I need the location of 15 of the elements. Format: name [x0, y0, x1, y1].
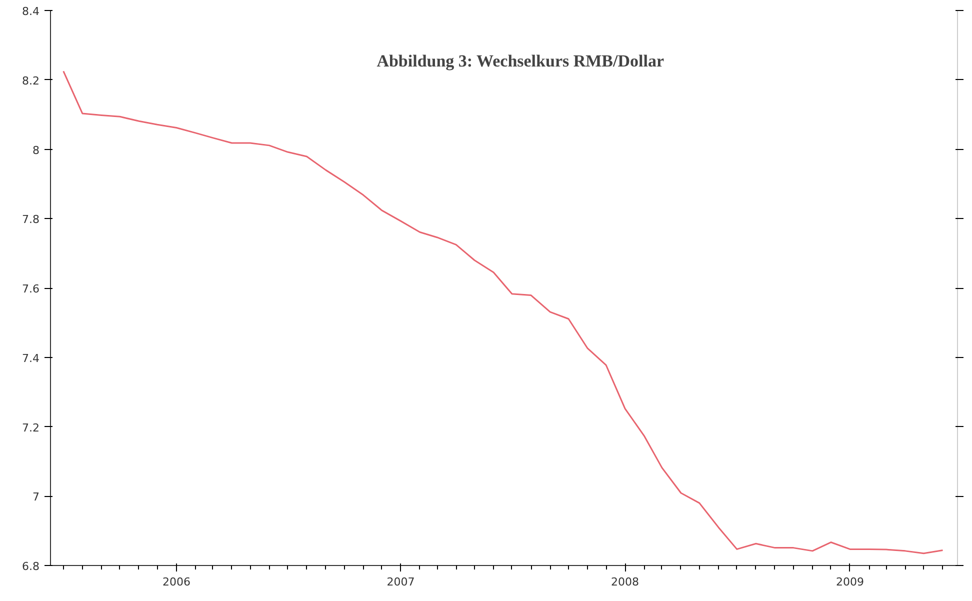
- y-tick-label: 8.2: [22, 74, 40, 88]
- y-tick-label: 8: [32, 144, 40, 157]
- x-tick-label: 2009: [836, 576, 864, 588]
- line-series: [62, 70, 944, 554]
- x-tick-label: 2008: [611, 576, 640, 588]
- y-tick-label: 8.4: [22, 5, 40, 18]
- y-tick-label: 6.8: [22, 560, 40, 573]
- x-tick-label: 2007: [386, 576, 415, 588]
- text: Abbildung 3: Wechselkurs RMB/Dollar: [376, 52, 664, 70]
- y-tick-label: 7: [32, 490, 40, 504]
- y-tick-label: 7.6: [22, 282, 40, 296]
- x-tick-label: 2006: [162, 576, 190, 588]
- y-tick-label: 7.4: [22, 352, 40, 365]
- y-tick-label: 7.8: [22, 213, 40, 226]
- y-tick-label: 7.2: [22, 421, 40, 434]
